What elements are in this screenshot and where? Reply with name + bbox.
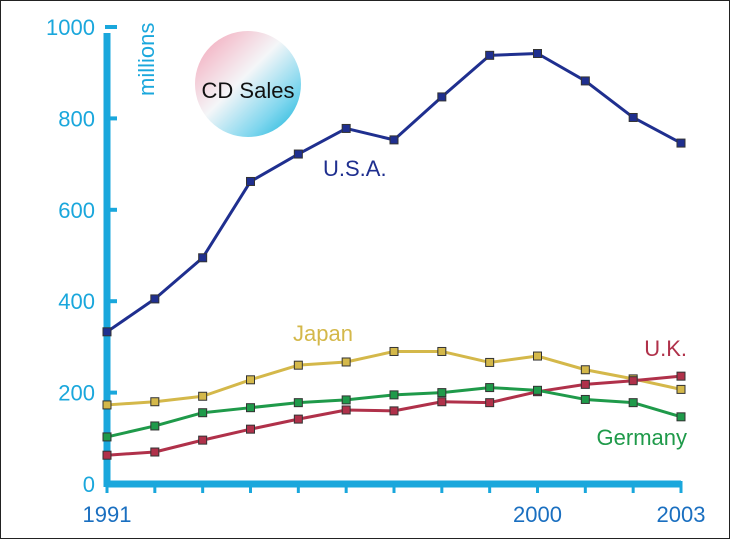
- data-point-japan: [437, 346, 447, 356]
- data-point-germany: [580, 394, 590, 404]
- data-point-japan: [676, 384, 686, 394]
- data-point-u-k: [198, 435, 208, 445]
- data-point-u-s-a: [485, 50, 495, 60]
- data-point-u-s-a: [580, 76, 590, 86]
- data-point-japan: [102, 400, 112, 410]
- x-tick-label: 2000: [513, 502, 562, 527]
- axes: [103, 33, 681, 488]
- data-point-u-k: [485, 398, 495, 408]
- data-point-germany: [485, 383, 495, 393]
- data-point-germany: [150, 421, 160, 431]
- data-point-japan: [389, 346, 399, 356]
- data-point-u-s-a: [341, 123, 351, 133]
- data-point-germany: [293, 398, 303, 408]
- data-point-japan: [533, 351, 542, 361]
- data-point-japan: [341, 357, 351, 367]
- data-point-u-k: [293, 414, 303, 424]
- data-point-japan: [580, 365, 590, 375]
- series-label-u-s-a: U.S.A.: [323, 156, 387, 181]
- data-point-u-k: [437, 397, 447, 407]
- data-point-u-s-a: [676, 138, 686, 148]
- y-axis-label: millions: [134, 23, 159, 96]
- data-point-japan: [150, 397, 160, 407]
- series-label-u-k: U.K.: [644, 336, 687, 361]
- data-point-u-k: [676, 371, 686, 381]
- data-point-germany: [246, 403, 255, 413]
- series-line-u-s-a: [106, 52, 682, 334]
- data-point-japan: [485, 357, 495, 367]
- y-tick-label: 400: [58, 289, 95, 314]
- chart-title: CD Sales: [202, 78, 295, 103]
- data-point-u-s-a: [246, 176, 255, 186]
- data-point-germany: [533, 385, 542, 395]
- y-tick-label: 0: [83, 472, 95, 497]
- data-point-germany: [389, 390, 399, 400]
- data-point-u-k: [389, 406, 399, 416]
- data-point-u-k: [628, 376, 638, 386]
- data-point-germany: [437, 388, 447, 398]
- cd-disc-icon: [195, 31, 301, 137]
- cd-sales-badge: CD Sales: [195, 31, 301, 137]
- data-point-germany: [676, 412, 686, 422]
- x-axis-ticks: 1991 2000 2003: [83, 481, 706, 527]
- series-lines: [102, 49, 686, 460]
- y-tick-label: 1000: [46, 15, 95, 40]
- data-point-u-k: [341, 405, 351, 415]
- data-point-germany: [341, 395, 351, 405]
- data-point-germany: [102, 432, 112, 442]
- data-point-u-k: [246, 424, 255, 434]
- data-point-u-s-a: [533, 49, 542, 59]
- data-point-u-s-a: [293, 149, 303, 159]
- data-point-japan: [246, 375, 255, 385]
- data-point-u-s-a: [628, 112, 638, 122]
- x-tick-label: 1991: [83, 502, 132, 527]
- data-point-u-s-a: [150, 294, 160, 304]
- data-point-germany: [628, 398, 638, 408]
- series-labels: U.S.A. Japan U.K. Germany: [293, 156, 687, 450]
- data-point-japan: [198, 391, 208, 401]
- data-point-u-k: [580, 379, 590, 389]
- data-point-u-s-a: [198, 253, 208, 263]
- y-tick-label: 200: [58, 381, 95, 406]
- y-tick-label: 800: [58, 106, 95, 131]
- y-tick-label: 600: [58, 198, 95, 223]
- y-axis-ticks: 0 200 400 600 800 1000: [46, 15, 117, 497]
- x-tick-label: 2003: [657, 502, 706, 527]
- data-point-japan: [293, 360, 303, 370]
- series-label-germany: Germany: [597, 425, 687, 450]
- data-point-u-s-a: [437, 92, 447, 102]
- data-point-u-s-a: [102, 327, 112, 337]
- data-point-u-k: [150, 447, 160, 457]
- series-label-japan: Japan: [293, 321, 353, 346]
- data-point-germany: [198, 408, 208, 418]
- data-point-u-s-a: [389, 135, 399, 145]
- data-point-u-k: [102, 450, 112, 460]
